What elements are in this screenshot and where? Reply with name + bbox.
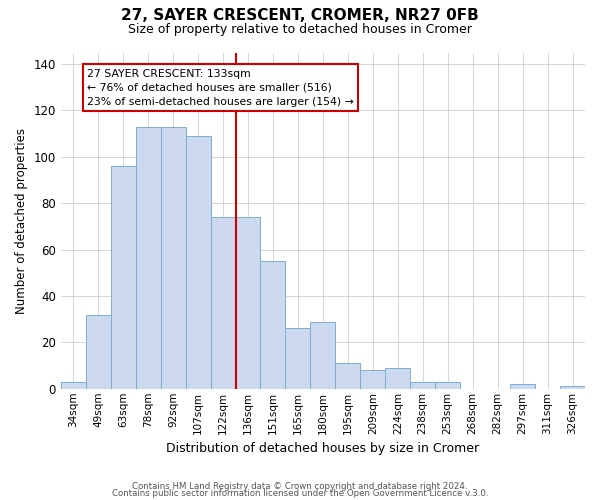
Bar: [111, 166, 136, 389]
Bar: [361, 370, 385, 389]
Text: Contains public sector information licensed under the Open Government Licence v.: Contains public sector information licen…: [112, 490, 488, 498]
Y-axis label: Number of detached properties: Number of detached properties: [15, 128, 28, 314]
Bar: [185, 136, 211, 389]
Bar: [335, 364, 361, 389]
Bar: [286, 328, 310, 389]
Bar: [410, 382, 435, 389]
Text: Size of property relative to detached houses in Cromer: Size of property relative to detached ho…: [128, 22, 472, 36]
Text: Contains HM Land Registry data © Crown copyright and database right 2024.: Contains HM Land Registry data © Crown c…: [132, 482, 468, 491]
Bar: [236, 217, 260, 389]
Bar: [211, 217, 236, 389]
Bar: [136, 126, 161, 389]
Bar: [310, 322, 335, 389]
Text: 27, SAYER CRESCENT, CROMER, NR27 0FB: 27, SAYER CRESCENT, CROMER, NR27 0FB: [121, 8, 479, 22]
Bar: [260, 261, 286, 389]
Bar: [560, 386, 585, 389]
Bar: [61, 382, 86, 389]
Bar: [385, 368, 410, 389]
Bar: [86, 314, 111, 389]
Bar: [161, 126, 185, 389]
Text: 27 SAYER CRESCENT: 133sqm
← 76% of detached houses are smaller (516)
23% of semi: 27 SAYER CRESCENT: 133sqm ← 76% of detac…: [87, 68, 354, 106]
Bar: [435, 382, 460, 389]
X-axis label: Distribution of detached houses by size in Cromer: Distribution of detached houses by size …: [166, 442, 479, 455]
Bar: [510, 384, 535, 389]
